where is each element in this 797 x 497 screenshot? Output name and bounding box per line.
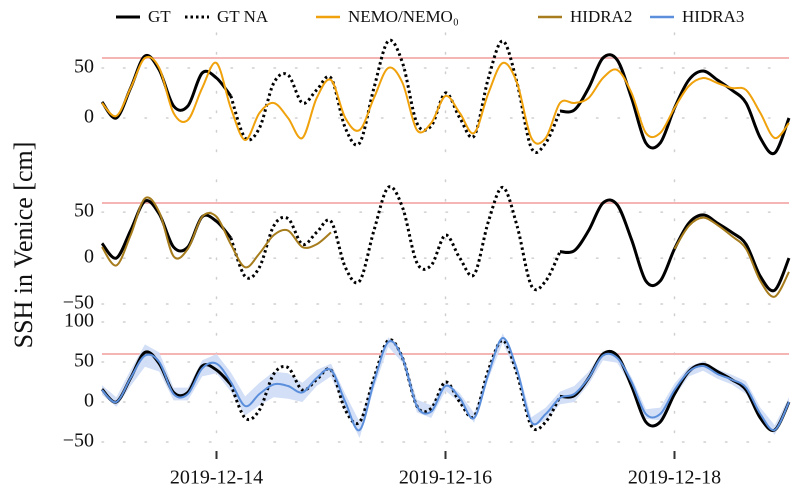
y-axis-label: SSH in Venice [cm]	[9, 142, 38, 349]
y-tick-label: 0	[84, 390, 94, 412]
gt-line	[100, 349, 791, 432]
gt-na-line	[229, 185, 562, 292]
y-tick-label: 100	[64, 310, 94, 332]
model-line	[101, 337, 790, 432]
legend-label: HIDRA2	[570, 7, 632, 26]
x-tick-label: 2019-12-18	[628, 467, 721, 489]
y-tick-label: −50	[63, 430, 94, 452]
y-tick-label: 50	[74, 350, 94, 372]
model-line	[101, 55, 790, 145]
model-line	[101, 196, 790, 298]
y-tick-label: 50	[74, 200, 94, 222]
y-tick-label: −50	[63, 292, 94, 314]
legend-label: HIDRA3	[682, 7, 744, 26]
y-tick-label: 0	[84, 106, 94, 128]
gt-line	[100, 53, 791, 156]
gt-line	[100, 198, 791, 293]
x-tick-label: 2019-12-14	[170, 467, 263, 489]
gt-na-line	[229, 38, 562, 154]
x-tick-label: 2019-12-16	[399, 467, 492, 489]
y-tick-label: 50	[74, 56, 94, 78]
y-tick-label: 0	[84, 246, 94, 268]
legend-label: NEMO/NEMO₀	[348, 7, 459, 26]
legend-label: GT	[148, 7, 171, 26]
legend-label: GT NA	[217, 7, 269, 26]
